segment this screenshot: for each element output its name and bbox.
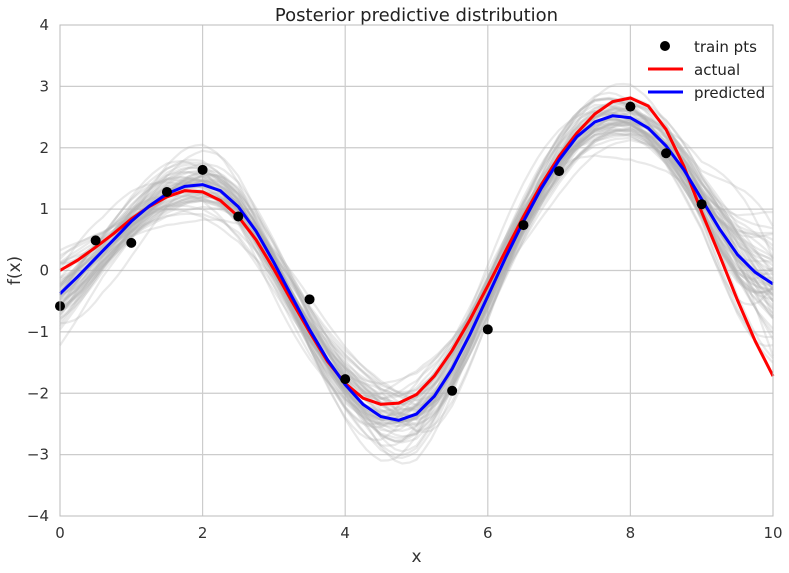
posterior-sample-line [59, 109, 774, 425]
posterior-sample-line [59, 118, 774, 402]
posterior-sample-line [59, 122, 775, 427]
posterior-sample-line [59, 123, 774, 412]
legend: train pts actual predicted [648, 38, 765, 102]
y-tick-label: −3 [27, 446, 49, 464]
y-tick-label: −4 [27, 507, 49, 525]
y-tick-label: 4 [39, 16, 49, 34]
posterior-sample-line [59, 122, 774, 413]
actual-line [59, 96, 775, 406]
y-tick-label: 2 [39, 139, 49, 157]
posterior-sample-line [59, 131, 774, 406]
y-tick-label: −1 [27, 323, 49, 341]
posterior-sample-line [59, 124, 774, 394]
x-tick-label: 8 [626, 524, 636, 542]
posterior-sample-line [59, 101, 774, 457]
x-tick-label: 6 [483, 524, 493, 542]
posterior-sample-line [59, 111, 774, 438]
posterior-sample-line [59, 128, 774, 424]
y-tick-label: 3 [39, 77, 49, 95]
posterior-sample-line [59, 117, 774, 423]
y-tick-labels: −4 −3 −2 −1 0 1 2 3 4 [27, 16, 49, 525]
posterior-sample-line [59, 129, 774, 385]
train-point [340, 374, 351, 385]
posterior-sample-line [59, 109, 774, 407]
posterior-sample-line [59, 96, 774, 439]
x-axis-label: x [411, 547, 421, 567]
train-point [90, 235, 101, 246]
posterior-sample-line [59, 107, 774, 413]
plot-frame [59, 24, 774, 517]
legend-label-predicted: predicted [694, 84, 765, 102]
posterior-sample-line [59, 111, 774, 434]
posterior-sample-line [59, 117, 774, 424]
posterior-sample-line [59, 120, 774, 419]
train-point [233, 211, 244, 222]
posterior-sample-line [60, 110, 774, 447]
posterior-sample-line [59, 132, 774, 433]
train-point [126, 237, 137, 248]
posterior-sample-line [59, 154, 774, 399]
posterior-sample-line [59, 117, 774, 398]
train-point [447, 385, 458, 396]
train-point [482, 324, 493, 335]
posterior-sample-line [59, 108, 774, 460]
train-point [661, 148, 672, 159]
legend-marker-train-pts [660, 41, 670, 51]
train-point [625, 101, 636, 112]
legend-label-actual: actual [694, 61, 740, 79]
x-tick-label: 4 [340, 524, 350, 542]
x-tick-labels: 0 2 4 6 8 10 [55, 524, 782, 542]
train-point [304, 294, 315, 305]
y-axis-label: f(x) [5, 256, 25, 285]
train-point [554, 166, 565, 177]
posterior-sample-line [59, 103, 774, 418]
train-point [197, 164, 208, 175]
predicted-line [58, 114, 774, 422]
train-points [55, 101, 707, 396]
posterior-sample-line [59, 136, 774, 405]
series-lines [58, 96, 775, 422]
grid-lines [60, 25, 773, 516]
posterior-sample-line [59, 128, 774, 429]
posterior-sample-line [59, 132, 774, 397]
posterior-sample-line [59, 112, 774, 414]
posterior-sample-line [59, 126, 774, 421]
y-tick-label: 1 [39, 200, 49, 218]
posterior-sample-line [59, 109, 774, 422]
y-tick-label: 0 [39, 262, 49, 280]
train-point [518, 220, 529, 231]
chart-title: Posterior predictive distribution [275, 5, 558, 26]
y-tick-label: −2 [27, 384, 49, 402]
posterior-sample-line [59, 91, 774, 419]
posterior-sample-line [59, 107, 774, 428]
train-point [161, 186, 172, 197]
x-tick-label: 2 [198, 524, 208, 542]
posterior-sample-line [59, 117, 774, 443]
x-tick-label: 0 [55, 524, 65, 542]
train-point [696, 199, 707, 210]
legend-label-train-pts: train pts [694, 38, 757, 56]
posterior-sample-line [59, 99, 774, 442]
x-tick-label: 10 [763, 524, 782, 542]
posterior-sample-line [59, 82, 774, 428]
posterior-sample-line [59, 128, 774, 426]
